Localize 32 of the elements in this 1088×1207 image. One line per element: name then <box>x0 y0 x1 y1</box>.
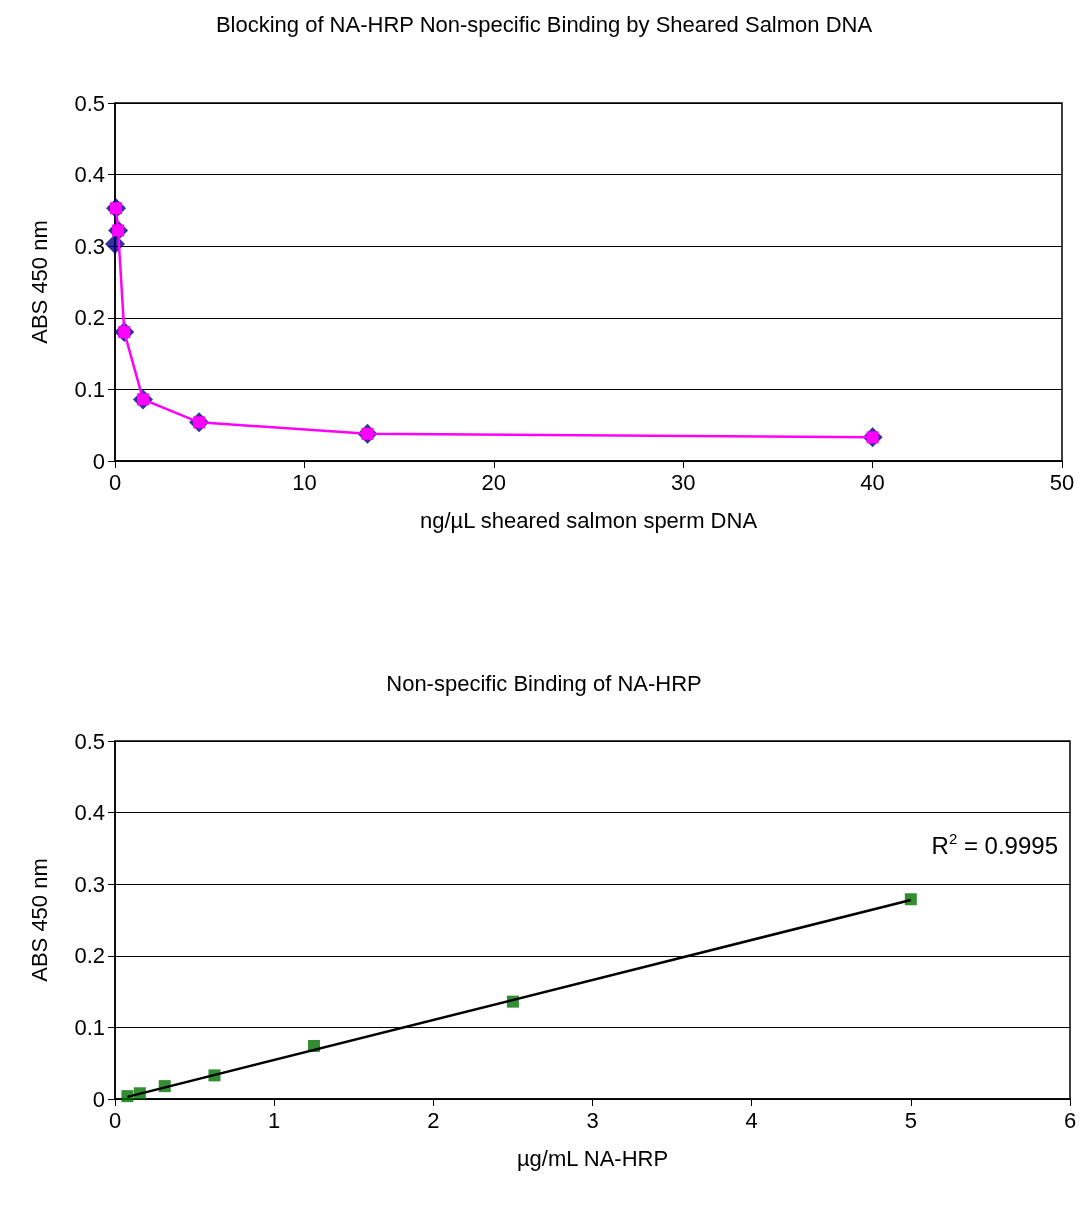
x-tick-label: 30 <box>670 469 696 495</box>
x-tick-label: 40 <box>860 469 885 495</box>
y-axis-title: ABS 450 nm <box>26 220 52 344</box>
x-tick-label: 4 <box>745 1107 758 1133</box>
x-tick-label: 10 <box>292 469 317 495</box>
x-axis-title: ng/µL sheared salmon sperm DNA <box>419 507 758 533</box>
y-tick-label: 0.2 <box>74 305 105 331</box>
point <box>121 1090 134 1103</box>
y-tick-label: 0.4 <box>74 162 105 188</box>
x-tick-label: 3 <box>586 1107 599 1133</box>
x-tick-label: 1 <box>268 1107 281 1133</box>
y-tick-label: 0.4 <box>74 800 105 826</box>
y-tick-label: 0.5 <box>74 728 105 754</box>
y-tick-label: 0 <box>92 448 105 474</box>
y-axis-title: ABS 450 nm <box>26 858 52 982</box>
x-tick-label: 6 <box>1063 1107 1077 1133</box>
y-tick-label: 0.1 <box>74 376 105 402</box>
x-tick-label: 0 <box>108 1107 122 1133</box>
x-tick-label: 20 <box>481 469 507 495</box>
y-tick-label: 0.5 <box>74 90 105 116</box>
x-tick-label: 0 <box>108 469 122 495</box>
x-tick-label: 50 <box>1049 469 1075 495</box>
chart-title: Non-specific Binding of NA-HRP <box>386 670 702 696</box>
x-tick-label: 2 <box>427 1107 440 1133</box>
chart-title: Blocking of NA-HRP Non-specific Binding by Sheared Salmon DNA <box>215 11 873 37</box>
x-tick-label: 5 <box>904 1107 917 1133</box>
y-tick-label: 0.3 <box>74 233 105 259</box>
y-tick-label: 0.2 <box>74 943 105 969</box>
y-tick-label: 0 <box>92 1086 105 1112</box>
x-axis-title: µg/mL NA-HRP <box>516 1145 669 1171</box>
y-tick-label: 0.1 <box>74 1014 105 1040</box>
y-tick-label: 0.3 <box>74 871 105 897</box>
